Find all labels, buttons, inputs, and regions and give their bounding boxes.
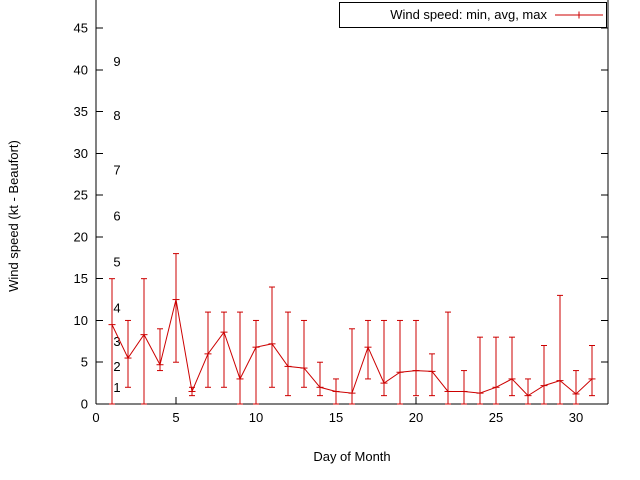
error-bar xyxy=(269,286,275,388)
x-tick-label: 0 xyxy=(92,410,99,425)
legend-sample-marker xyxy=(555,11,603,19)
y-tick-label: 20 xyxy=(74,229,88,244)
error-bar xyxy=(589,345,595,397)
beaufort-label: 6 xyxy=(113,209,120,224)
error-bar xyxy=(525,378,531,405)
legend-label: Wind speed: min, avg, max xyxy=(390,7,547,22)
x-tick-label: 30 xyxy=(569,410,583,425)
y-tick-label: 15 xyxy=(74,271,88,286)
error-bar xyxy=(509,336,515,397)
error-bar xyxy=(541,345,547,405)
y-tick-label: 5 xyxy=(81,355,88,370)
beaufort-label: 8 xyxy=(113,108,120,123)
beaufort-label: 9 xyxy=(113,54,120,69)
beaufort-label: 4 xyxy=(113,300,120,315)
beaufort-label: 5 xyxy=(113,254,120,269)
beaufort-label: 1 xyxy=(113,380,120,395)
beaufort-label: 3 xyxy=(113,334,120,349)
x-tick-label: 25 xyxy=(489,410,503,425)
x-axis-title: Day of Month xyxy=(313,449,390,464)
error-bar xyxy=(461,370,467,405)
error-bar xyxy=(301,319,307,388)
y-tick-label: 35 xyxy=(74,104,88,119)
error-bar xyxy=(237,311,243,405)
error-bar xyxy=(573,370,579,405)
x-tick-label: 15 xyxy=(329,410,343,425)
error-bar xyxy=(221,311,227,388)
legend-box xyxy=(339,2,607,28)
beaufort-scale-labels: 1 2 3 4 5 6 7 8 9 xyxy=(113,54,120,395)
error-bar xyxy=(413,319,419,397)
y-tick-label: 30 xyxy=(74,146,88,161)
error-bar xyxy=(173,253,179,363)
error-bar xyxy=(493,336,499,405)
y-tick-label: 0 xyxy=(81,397,88,412)
legend: Wind speed: min, avg, max xyxy=(339,2,607,28)
error-bar xyxy=(285,311,291,397)
avg-line xyxy=(111,299,593,397)
x-tick-label: 10 xyxy=(249,410,263,425)
error-bar xyxy=(397,319,403,405)
y-tick-label: 45 xyxy=(74,21,88,36)
x-tick-label: 20 xyxy=(409,410,423,425)
y-axis-title: Wind speed (kt - Beaufort) xyxy=(6,140,21,292)
error-bar xyxy=(205,311,211,388)
error-bar xyxy=(557,294,563,405)
error-bar xyxy=(125,319,131,388)
beaufort-label: 7 xyxy=(113,163,120,178)
y-tick-label: 25 xyxy=(74,188,88,203)
y-tick-label: 40 xyxy=(74,62,88,77)
error-bar xyxy=(141,278,147,405)
y-tick-label: 10 xyxy=(74,313,88,328)
beaufort-label: 2 xyxy=(113,359,120,374)
error-bar xyxy=(109,278,115,405)
error-bar xyxy=(253,319,259,405)
x-tick-label: 5 xyxy=(172,410,179,425)
errorbar-series xyxy=(108,253,596,405)
